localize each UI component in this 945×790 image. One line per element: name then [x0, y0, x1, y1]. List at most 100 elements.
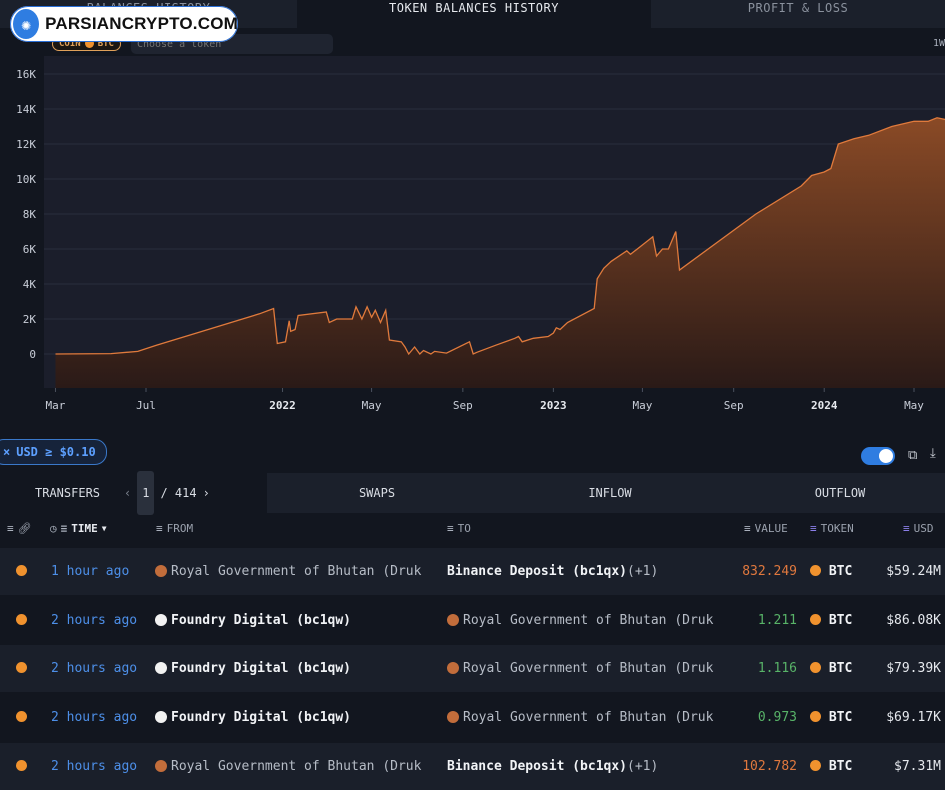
transfers-tab-bar: TRANSFERS ‹ 1 / 414 › SWAPS INFLOW OUTFL… — [0, 473, 945, 513]
y-tick-label: 12K — [16, 138, 36, 151]
col-time-label: TIME — [71, 513, 98, 545]
col-time[interactable]: ◷ ≡ TIME ▼ — [50, 513, 107, 545]
y-tick-label: 2K — [23, 313, 37, 326]
page-number-input[interactable]: 1 — [137, 471, 154, 515]
to-entity[interactable]: Binance Deposit (bc1qx)(+1) — [447, 548, 727, 595]
col-from[interactable]: ≡ FROM — [156, 513, 193, 545]
time-link[interactable]: 2 hours ago — [51, 645, 146, 692]
usd-cell: $79.39K — [860, 645, 941, 692]
btc-icon — [810, 711, 821, 722]
btc-icon — [810, 614, 821, 625]
entity-logo-icon — [155, 614, 167, 626]
close-icon[interactable]: × — [3, 445, 10, 459]
value-cell: 1.116 — [720, 645, 797, 692]
x-tick-label: Jul — [136, 399, 156, 412]
tab-inflow[interactable]: INFLOW — [500, 473, 720, 513]
logo-icon: ✺ — [13, 9, 39, 39]
chevron-right-icon[interactable]: › — [203, 473, 210, 513]
link-icon[interactable]: 🔗︎ — [18, 513, 32, 545]
col-usd[interactable]: ≡ USD — [903, 513, 934, 545]
from-entity[interactable]: Foundry Digital (bc1qw) — [155, 694, 435, 741]
watermark-logo: ✺ PARSIANCRYPTO.COM — [10, 6, 238, 42]
tab-swaps[interactable]: SWAPS — [267, 473, 487, 513]
col-value-label: VALUE — [755, 513, 788, 545]
from-label: Foundry Digital (bc1qw) — [171, 710, 351, 725]
x-tick-label: May — [632, 399, 652, 412]
toggle-knob — [879, 449, 893, 463]
y-tick-label: 16K — [16, 68, 36, 81]
x-tick-label: May — [362, 399, 382, 412]
usd-cell: $7.31M — [860, 743, 941, 790]
to-label: Royal Government of Bhutan (Druk — [463, 661, 713, 676]
toggle-switch[interactable] — [861, 447, 895, 465]
to-entity[interactable]: Royal Government of Bhutan (Druk — [447, 694, 727, 741]
time-range-selector[interactable]: 1W — [933, 38, 945, 49]
filter-icon[interactable]: ≡ — [156, 513, 163, 545]
to-extra[interactable]: (+1) — [627, 564, 658, 579]
time-link[interactable]: 2 hours ago — [51, 694, 146, 741]
copy-icon[interactable]: ⧉ — [908, 448, 922, 464]
token-label: BTC — [829, 613, 852, 628]
table-row[interactable]: 2 hours ago Foundry Digital (bc1qw) Royal … — [0, 694, 945, 741]
col-value[interactable]: ≡ VALUE — [744, 513, 788, 545]
y-tick-label: 4K — [23, 278, 37, 291]
entity-logo-icon — [155, 662, 167, 674]
chain-icon — [16, 645, 32, 692]
filter-icon[interactable]: ≡ — [810, 513, 817, 545]
logo-text: PARSIANCRYPTO.COM — [45, 14, 238, 34]
filter-icon[interactable]: ≡ — [744, 513, 751, 545]
usd-filter-pill[interactable]: × USD ≥ $0.10 — [0, 439, 107, 465]
pager: ‹ 1 / 414 › — [124, 473, 210, 513]
to-extra[interactable]: (+1) — [627, 759, 658, 774]
time-link[interactable]: 2 hours ago — [51, 597, 146, 644]
btc-icon — [16, 711, 27, 722]
col-token[interactable]: ≡ TOKEN — [810, 513, 854, 545]
y-tick-label: 14K — [16, 103, 36, 116]
filter-icon[interactable]: ≡🔗︎ — [7, 513, 32, 545]
download-icon[interactable]: ⤓ — [930, 446, 944, 462]
from-entity[interactable]: Foundry Digital (bc1qw) — [155, 645, 435, 692]
tab-token-balances-history[interactable]: TOKEN BALANCES HISTORY — [297, 0, 651, 28]
usd-filter-label: USD ≥ $0.10 — [16, 445, 95, 459]
from-label: Royal Government of Bhutan (Druk — [171, 564, 421, 579]
table-row[interactable]: 2 hours ago Foundry Digital (bc1qw) Royal … — [0, 597, 945, 644]
token-label: BTC — [829, 564, 852, 579]
y-tick-label: 0 — [29, 348, 36, 361]
to-label: Binance Deposit (bc1qx) — [447, 759, 627, 774]
filter-icon[interactable]: ≡ — [447, 513, 454, 545]
from-entity[interactable]: Royal Government of Bhutan (Druk — [155, 548, 435, 595]
to-label: Royal Government of Bhutan (Druk — [463, 710, 713, 725]
x-tick-label: Mar — [46, 399, 66, 412]
btc-icon — [16, 614, 27, 625]
value-cell: 0.973 — [720, 694, 797, 741]
col-to[interactable]: ≡ TO — [447, 513, 471, 545]
time-link[interactable]: 2 hours ago — [51, 743, 146, 790]
y-tick-label: 10K — [16, 173, 36, 186]
to-entity[interactable]: Royal Government of Bhutan (Druk — [447, 597, 727, 644]
tab-profit-loss[interactable]: PROFIT & LOSS — [651, 0, 945, 28]
from-entity[interactable]: Foundry Digital (bc1qw) — [155, 597, 435, 644]
x-tick-label: Sep — [453, 399, 473, 412]
table-header: ≡🔗︎ ◷ ≡ TIME ▼ ≡ FROM ≡ TO ≡ VALUE ≡ TOK… — [0, 513, 945, 545]
token-label: BTC — [829, 759, 852, 774]
x-tick-label: 2022 — [269, 399, 296, 412]
btc-icon — [16, 565, 27, 576]
time-link[interactable]: 1 hour ago — [51, 548, 146, 595]
to-entity[interactable]: Royal Government of Bhutan (Druk — [447, 645, 727, 692]
value-cell: 1.211 — [720, 597, 797, 644]
chevron-left-icon[interactable]: ‹ — [124, 473, 131, 513]
value-cell: 832.249 — [720, 548, 797, 595]
y-tick-label: 6K — [23, 243, 37, 256]
from-label: Foundry Digital (bc1qw) — [171, 613, 351, 628]
token-label: BTC — [829, 661, 852, 676]
to-entity[interactable]: Binance Deposit (bc1qx)(+1) — [447, 743, 727, 790]
tab-transfers[interactable]: TRANSFERS ‹ 1 / 414 › — [0, 473, 267, 513]
from-entity[interactable]: Royal Government of Bhutan (Druk — [155, 743, 435, 790]
tab-outflow[interactable]: OUTFLOW — [730, 473, 945, 513]
filter-icon[interactable]: ≡ — [61, 513, 68, 545]
table-row[interactable]: 1 hour ago Royal Government of Bhutan (Dr… — [0, 548, 945, 595]
filter-icon[interactable]: ≡ — [903, 513, 910, 545]
